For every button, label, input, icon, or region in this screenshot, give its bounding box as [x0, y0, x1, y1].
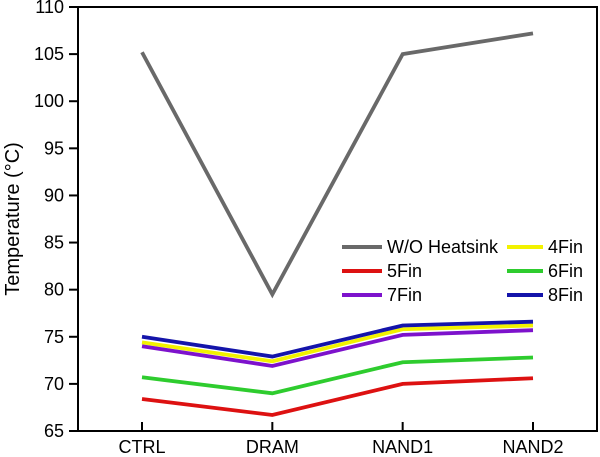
plot-frame: [77, 6, 598, 432]
y-tick-label: 90: [44, 185, 64, 205]
series-line-7fin: [141, 328, 534, 368]
y-tick-label: 85: [44, 233, 64, 253]
x-tick-label-dram: DRAM: [246, 437, 299, 457]
series-line-w-o-heatsink: [140, 31, 534, 299]
legend-label-4fin: 4Fin: [548, 237, 583, 257]
legend-label-7fin: 7Fin: [387, 285, 422, 305]
y-tick-label: 100: [34, 91, 64, 111]
series-line-5fin: [141, 376, 534, 417]
x-tick-label-nand1: NAND1: [372, 437, 433, 457]
y-tick-label: 105: [34, 44, 64, 64]
y-tick-label: 80: [44, 280, 64, 300]
legend-label-w-o-heatsink: W/O Heatsink: [387, 237, 499, 257]
y-tick-label: 95: [44, 138, 64, 158]
y-tick-label: 110: [35, 0, 64, 17]
legend-label-6fin: 6Fin: [548, 261, 583, 281]
y-tick-label: 75: [44, 327, 64, 347]
y-tick-label: 70: [44, 374, 64, 394]
series-line-6fin: [141, 355, 534, 396]
legend-label-8fin: 8Fin: [548, 285, 583, 305]
x-tick-label-ctrl: CTRL: [118, 437, 165, 457]
series-line-8fin: [141, 319, 534, 359]
series-line-4fin: [141, 323, 534, 364]
legend-label-5fin: 5Fin: [387, 261, 422, 281]
y-axis-title: Temperature (°C): [2, 142, 24, 296]
y-tick-label: 65: [44, 421, 64, 441]
x-tick-label-nand2: NAND2: [502, 437, 563, 457]
